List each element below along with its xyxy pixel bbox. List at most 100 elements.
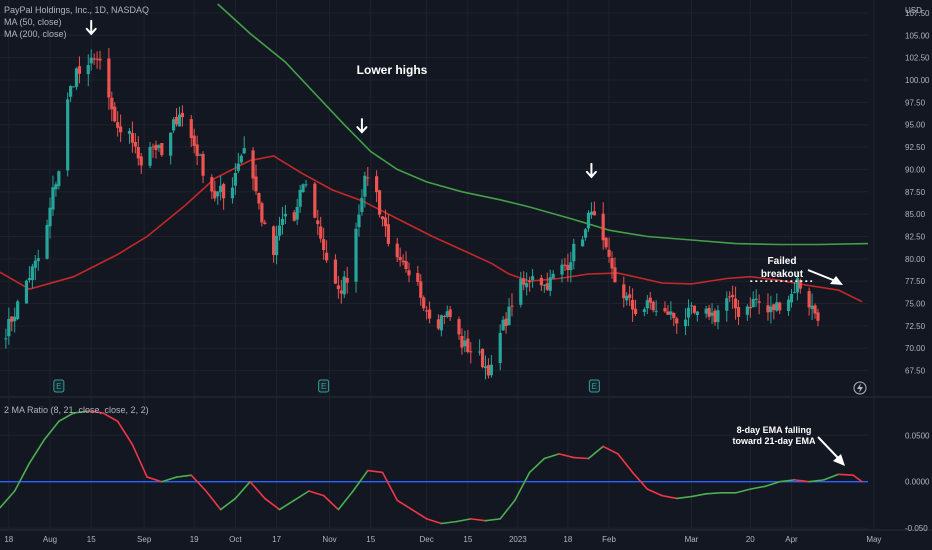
- indicator-legend[interactable]: 2 MA Ratio (8, 21, close, close, 2, 2): [4, 404, 149, 416]
- candle-body: [439, 315, 443, 331]
- ratio-segment: [572, 456, 590, 460]
- ma50-legend[interactable]: MA (50, close): [4, 17, 62, 27]
- indicator-pane: 0.0500 0.0000 -0.050: [0, 410, 930, 533]
- candle-body: [71, 86, 76, 88]
- candle-body: [672, 313, 676, 319]
- candle-body: [136, 147, 140, 159]
- candle-body: [377, 190, 382, 215]
- candle-body: [583, 229, 588, 238]
- candle-body: [210, 177, 214, 192]
- candle-body: [30, 266, 34, 280]
- ratio-segment: [58, 412, 75, 423]
- ratio-segment: [440, 520, 457, 525]
- candle-body: [589, 211, 594, 215]
- candle-body: [230, 187, 235, 199]
- y-tick-label: 80.00: [905, 255, 926, 264]
- candle-body: [786, 299, 791, 312]
- candle-body: [54, 184, 58, 190]
- candle-body: [551, 273, 555, 279]
- candle-body: [566, 264, 570, 270]
- candle-body: [195, 144, 199, 156]
- candle-body: [395, 243, 399, 258]
- candle-body: [560, 264, 564, 275]
- y-tick-label: 85.00: [905, 210, 926, 219]
- x-tick-label: Aug: [43, 535, 57, 544]
- candle-body: [436, 319, 441, 329]
- candle-body: [813, 305, 817, 314]
- candle-body: [180, 112, 185, 118]
- candle-body: [113, 106, 117, 122]
- candle-body: [686, 307, 691, 318]
- candle-body: [301, 184, 305, 192]
- candle-body: [254, 176, 258, 192]
- candle-body: [95, 58, 99, 60]
- candle-body: [172, 119, 176, 131]
- candle-body: [398, 257, 402, 261]
- earnings-marker[interactable]: E: [318, 379, 330, 393]
- candle-body: [192, 135, 196, 146]
- ratio-segment: [381, 471, 399, 502]
- candle-body: [357, 214, 361, 228]
- candle-body: [151, 146, 155, 148]
- candle-body: [360, 197, 364, 213]
- candle-body: [242, 148, 246, 154]
- candle-body: [628, 294, 632, 299]
- ema-arrow-icon: [833, 454, 845, 466]
- candle-body: [510, 305, 514, 307]
- candle-body: [160, 143, 164, 156]
- candle-body: [607, 249, 611, 257]
- candle-body: [272, 226, 276, 255]
- ratio-segment: [793, 479, 810, 483]
- candle-body: [119, 126, 123, 133]
- earnings-label: E: [321, 382, 326, 391]
- earnings-marker[interactable]: E: [53, 379, 65, 393]
- ratio-segment: [675, 495, 693, 500]
- currency-label: USD: [905, 6, 922, 15]
- candle-body: [733, 298, 738, 309]
- candle-body: [4, 338, 8, 340]
- candle-body: [213, 190, 217, 199]
- candle-body: [754, 298, 758, 301]
- candle-body: [689, 305, 694, 307]
- candle-body: [274, 235, 279, 256]
- candle-body: [501, 319, 505, 331]
- candle-body: [401, 260, 405, 263]
- candle-body: [442, 315, 446, 317]
- lower-highs-annotation: Lower highs: [356, 63, 428, 77]
- earnings-marker[interactable]: E: [588, 379, 600, 393]
- earnings-badge: [53, 379, 65, 393]
- candle-body: [528, 280, 532, 283]
- indicator-y-tick-label: 0.0500: [905, 431, 930, 440]
- ma200-legend[interactable]: MA (200, close): [4, 29, 67, 39]
- y-tick-label: 82.50: [905, 232, 926, 241]
- ratio-segment: [690, 492, 707, 498]
- x-tick-label: Dec: [420, 535, 434, 544]
- candle-body: [613, 267, 617, 283]
- lightning-icon[interactable]: [853, 381, 867, 395]
- candle-body: [604, 237, 608, 248]
- candle-body: [27, 278, 32, 281]
- earnings-label: E: [56, 382, 61, 391]
- ratio-segment: [0, 490, 16, 509]
- candle-body: [407, 270, 411, 276]
- candle-body: [757, 301, 761, 303]
- ema-annotation-line2: toward 21-day EMA: [732, 436, 816, 446]
- ma50-line[interactable]: [0, 155, 863, 303]
- candle-body: [366, 177, 370, 179]
- candle-body: [572, 243, 576, 262]
- candle-body: [425, 310, 429, 312]
- candle-body: [198, 154, 202, 156]
- ma200-line[interactable]: [217, 3, 869, 246]
- x-tick-label: 15: [87, 535, 96, 544]
- candle-body: [86, 65, 90, 75]
- candle-body: [354, 228, 358, 282]
- candle-body: [333, 259, 338, 284]
- y-tick-label: 97.50: [905, 98, 926, 107]
- candle-body: [375, 176, 379, 193]
- y-tick-label: 70.00: [905, 344, 926, 353]
- ratio-segment: [337, 490, 354, 511]
- candle-body: [277, 225, 282, 236]
